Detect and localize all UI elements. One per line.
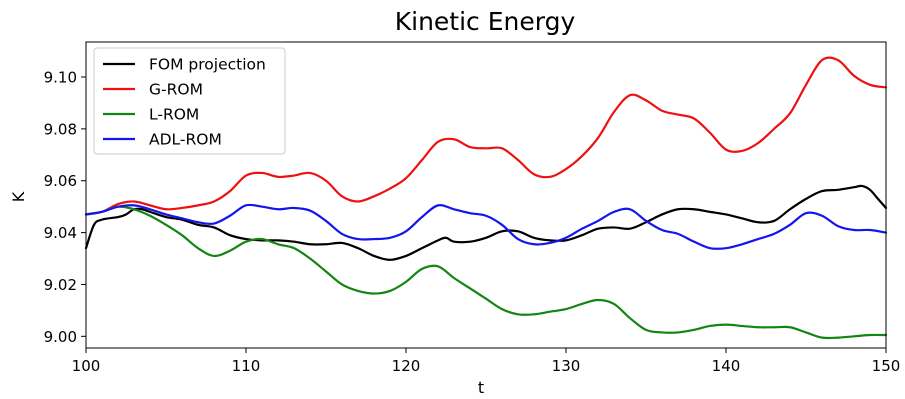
x-tick-label: 140: [712, 357, 741, 375]
x-tick-label: 130: [552, 357, 581, 375]
series-line-3: [84, 203, 888, 250]
legend-label-3: ADL-ROM: [149, 131, 222, 149]
legend-box: [93, 47, 286, 155]
series-line-2: [84, 205, 888, 340]
legend: FOM projection G-ROM L-ROM ADL-ROM: [93, 47, 286, 155]
y-tick-label: 9.10: [44, 69, 77, 87]
y-tick-label: 9.04: [44, 224, 77, 242]
y-axis-label: K: [9, 191, 28, 202]
plot-lines: [84, 56, 888, 340]
x-tick-label: 100: [72, 357, 101, 375]
chart-title: Kinetic Energy: [395, 7, 576, 36]
x-tick-label: 110: [232, 357, 261, 375]
x-axis-label: t: [478, 378, 484, 397]
y-tick-label: 9.06: [44, 172, 77, 190]
legend-label-2: L-ROM: [149, 106, 199, 124]
legend-label-1: G-ROM: [149, 81, 203, 99]
plot-frame: [85, 41, 887, 349]
y-tick-label: 9.08: [44, 120, 77, 138]
y-tick-label: 9.00: [44, 328, 77, 346]
series-line-0: [84, 184, 888, 261]
x-axis-ticks: 100 110 120 130 140 150: [72, 348, 901, 375]
x-tick-label: 150: [872, 357, 901, 375]
series-line-1: [84, 56, 888, 216]
x-tick-label: 120: [392, 357, 421, 375]
y-tick-label: 9.02: [44, 276, 77, 294]
y-axis-ticks: 9.00 9.02 9.04 9.06 9.08 9.10: [44, 69, 86, 346]
legend-label-0: FOM projection: [149, 56, 266, 74]
